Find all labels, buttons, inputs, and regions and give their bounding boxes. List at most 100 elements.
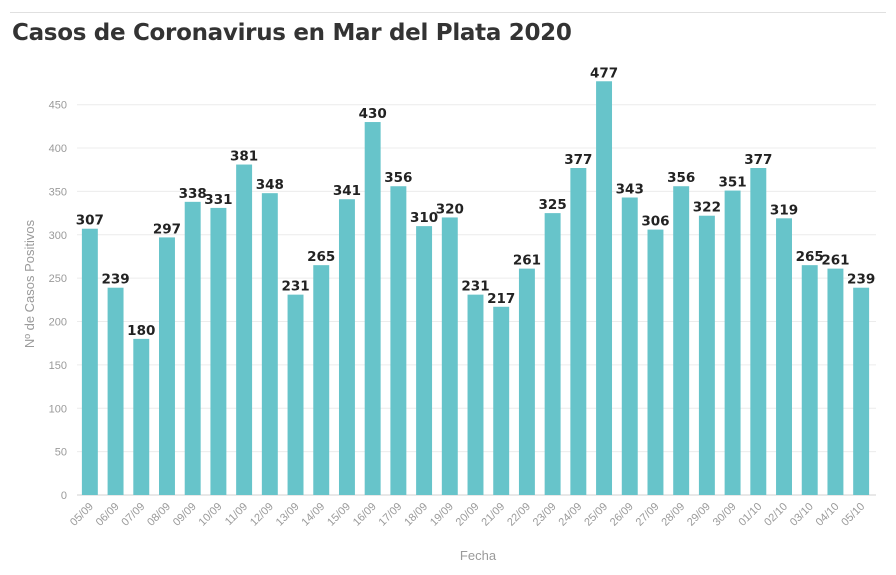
x-tick-label: 02/10 (762, 501, 790, 529)
x-tick-label: 24/09 (557, 501, 585, 529)
bar (364, 122, 381, 495)
x-tick-label: 18/09 (402, 501, 430, 529)
x-tick-label: 14/09 (299, 501, 327, 529)
x-tick-label: 19/09 (428, 501, 456, 529)
data-label: 351 (719, 175, 747, 191)
x-tick-label: 09/09 (171, 501, 199, 529)
x-tick-label: 03/10 (788, 501, 816, 529)
bar (544, 213, 561, 495)
x-tick-label: 07/09 (119, 501, 147, 529)
y-axis-ticks: 0 50 100 150 200 250 300 350 400 450 (49, 100, 67, 502)
y-tick-label: 350 (49, 186, 67, 198)
y-tick-label: 250 (49, 273, 67, 285)
bar (621, 197, 638, 495)
data-label: 348 (256, 177, 284, 193)
data-label: 338 (179, 186, 207, 202)
data-label: 325 (539, 197, 567, 213)
x-tick-label: 05/09 (68, 501, 96, 529)
bar (210, 207, 227, 496)
x-tick-label: 12/09 (248, 501, 276, 529)
bar (236, 164, 253, 495)
x-tick-label: 23/09 (531, 501, 559, 529)
x-tick-label: 04/10 (814, 501, 842, 529)
y-tick-label: 400 (49, 143, 67, 155)
x-tick-label: 27/09 (634, 501, 662, 529)
y-axis-title: Nº de Casos Positivos (22, 219, 37, 348)
data-label: 356 (667, 170, 695, 186)
x-tick-label: 11/09 (223, 501, 250, 528)
data-label: 477 (590, 65, 618, 81)
data-label: 377 (564, 152, 592, 168)
y-tick-label: 200 (49, 317, 67, 329)
bar (827, 268, 844, 495)
data-label: 331 (204, 192, 232, 208)
x-tick-label: 25/09 (582, 501, 610, 529)
bar (570, 168, 587, 496)
y-tick-label: 50 (55, 447, 67, 459)
data-label: 320 (436, 201, 464, 217)
x-tick-label: 20/09 (454, 501, 482, 529)
bar (853, 287, 870, 495)
data-label: 377 (744, 152, 772, 168)
data-label: 310 (410, 210, 438, 226)
bar (107, 287, 124, 495)
bar (261, 193, 278, 495)
data-label: 261 (513, 253, 541, 269)
gridlines (77, 104, 876, 496)
data-label: 231 (281, 279, 309, 295)
x-tick-label: 01/10 (736, 501, 764, 529)
data-label: 341 (333, 183, 361, 199)
bar (724, 190, 741, 495)
data-label: 261 (821, 253, 849, 269)
data-label: 306 (641, 214, 669, 230)
data-label: 239 (101, 272, 129, 288)
data-label: 430 (359, 106, 387, 122)
x-tick-label: 30/09 (711, 501, 739, 529)
x-tick-label: 06/09 (94, 501, 122, 529)
bar (441, 217, 458, 495)
x-tick-label: 26/09 (608, 501, 636, 529)
data-label: 356 (384, 170, 412, 186)
x-tick-label: 17/09 (377, 501, 405, 529)
data-label: 239 (847, 272, 875, 288)
bar (518, 268, 535, 495)
data-label: 307 (76, 213, 104, 229)
bar (493, 306, 510, 495)
x-tick-label: 08/09 (145, 501, 173, 529)
top-divider (10, 12, 886, 13)
data-label: 180 (127, 323, 155, 339)
x-tick-label: 29/09 (685, 501, 713, 529)
x-tick-label: 16/09 (351, 501, 379, 529)
data-label: 381 (230, 149, 258, 165)
data-label: 343 (616, 182, 644, 198)
data-label: 322 (693, 200, 721, 216)
x-tick-label: 15/09 (325, 501, 353, 529)
bar (184, 201, 201, 495)
bar (467, 294, 484, 495)
x-tick-label: 22/09 (505, 501, 533, 529)
data-label: 265 (307, 249, 335, 265)
bar (673, 186, 690, 495)
bar (313, 265, 330, 495)
bars (81, 81, 870, 496)
y-tick-label: 0 (61, 490, 67, 502)
x-tick-label: 05/10 (839, 501, 867, 529)
bar (338, 199, 355, 496)
bar (81, 228, 98, 495)
x-tick-label: 21/09 (479, 501, 507, 529)
bar (750, 168, 767, 496)
bar (647, 229, 664, 495)
x-axis-ticks: 05/0906/0907/0908/0909/0910/0911/0912/09… (68, 501, 867, 529)
chart-title: Casos de Coronavirus en Mar del Plata 20… (12, 20, 572, 46)
data-label: 231 (461, 279, 489, 295)
data-label: 319 (770, 202, 798, 218)
bar (416, 226, 433, 496)
bar (159, 237, 175, 496)
bar (133, 338, 150, 495)
y-tick-label: 100 (49, 403, 67, 415)
bar (776, 218, 792, 495)
x-axis-title: Fecha (460, 548, 497, 563)
x-tick-label: 10/09 (197, 501, 225, 529)
